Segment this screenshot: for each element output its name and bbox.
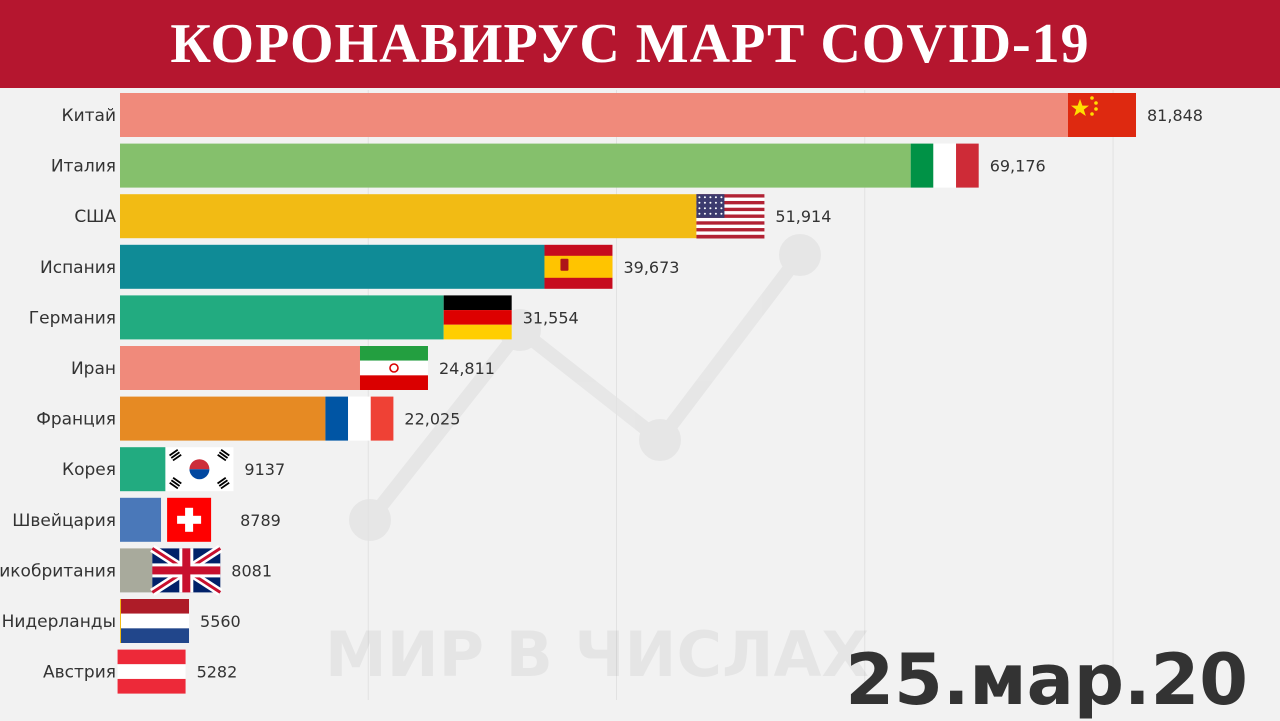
category-label: Австрия: [43, 663, 116, 683]
bar-row: Иран 24,811: [71, 346, 495, 390]
category-label: Великобритания: [0, 561, 116, 581]
bar-row: США 51,914: [74, 194, 831, 239]
date-label: 25.мар.20: [845, 639, 1248, 721]
bar-row: Италия 69,176: [51, 143, 1046, 188]
iran-flag-icon: [359, 346, 428, 390]
bar: [120, 396, 326, 441]
category-label: Франция: [36, 410, 116, 430]
uk-flag-icon: [150, 545, 223, 596]
china-flag-icon: [1068, 93, 1136, 137]
france-flag-icon: [325, 396, 394, 441]
bar-row: Испания 39,673: [40, 244, 679, 289]
bar: [120, 194, 697, 239]
switzerland-flag-icon: [161, 497, 230, 542]
bar-row: Германия 31,554: [29, 295, 579, 340]
bar-row: Франция 22,025: [36, 396, 460, 441]
value-label: 8081: [231, 561, 272, 580]
category-label: США: [74, 207, 116, 227]
category-label: Корея: [62, 460, 116, 480]
watermark: МИР В ЧИСЛАХ: [325, 618, 870, 691]
bar: [120, 497, 162, 542]
value-label: 69,176: [990, 157, 1046, 176]
chart-title: КОРОНАВИРУС МАРТ COVID-19: [170, 13, 1090, 75]
category-label: Швейцария: [12, 511, 116, 531]
netherlands-flag-icon: [121, 599, 190, 643]
title-banner: КОРОНАВИРУС МАРТ COVID-19: [0, 0, 1280, 88]
category-label: Германия: [29, 308, 116, 328]
bar-row: Австрия 5282: [43, 649, 238, 694]
value-label: 22,025: [404, 410, 460, 429]
bar: [120, 244, 545, 289]
bar-row: Корея 9137: [62, 447, 285, 492]
category-label: Иран: [71, 359, 116, 379]
bar: [120, 447, 166, 492]
germany-flag-icon: [443, 295, 512, 340]
value-label: 81,848: [1147, 106, 1203, 125]
value-label: 8789: [240, 511, 281, 530]
category-label: Испания: [40, 258, 116, 278]
austria-flag-icon: [117, 649, 186, 694]
south-korea-flag-icon: [165, 447, 234, 492]
bar: [120, 548, 153, 593]
category-label: Китай: [62, 106, 117, 126]
background-decoration: [349, 234, 821, 541]
bar-row: Нидерланды 5560: [2, 599, 241, 643]
usa-flag-icon: [696, 194, 765, 239]
bar-row: Китай 81,848: [62, 93, 1203, 137]
spain-flag-icon: [544, 244, 613, 289]
italy-flag-icon: [910, 143, 979, 188]
bar-row: Великобритания 8081: [0, 545, 272, 596]
value-label: 9137: [244, 460, 285, 479]
value-label: 24,811: [439, 359, 495, 378]
value-label: 39,673: [623, 258, 679, 277]
bar: [120, 93, 1068, 137]
bar: [120, 599, 122, 643]
bar: [120, 346, 360, 390]
category-label: Нидерланды: [2, 612, 116, 632]
value-label: 5282: [197, 663, 238, 682]
bar: [120, 143, 911, 188]
value-label: 5560: [200, 612, 241, 631]
bar: [120, 295, 444, 340]
value-label: 51,914: [775, 207, 831, 226]
bar-row: Швейцария 8789: [12, 497, 281, 542]
category-label: Италия: [51, 157, 116, 177]
value-label: 31,554: [523, 308, 579, 327]
